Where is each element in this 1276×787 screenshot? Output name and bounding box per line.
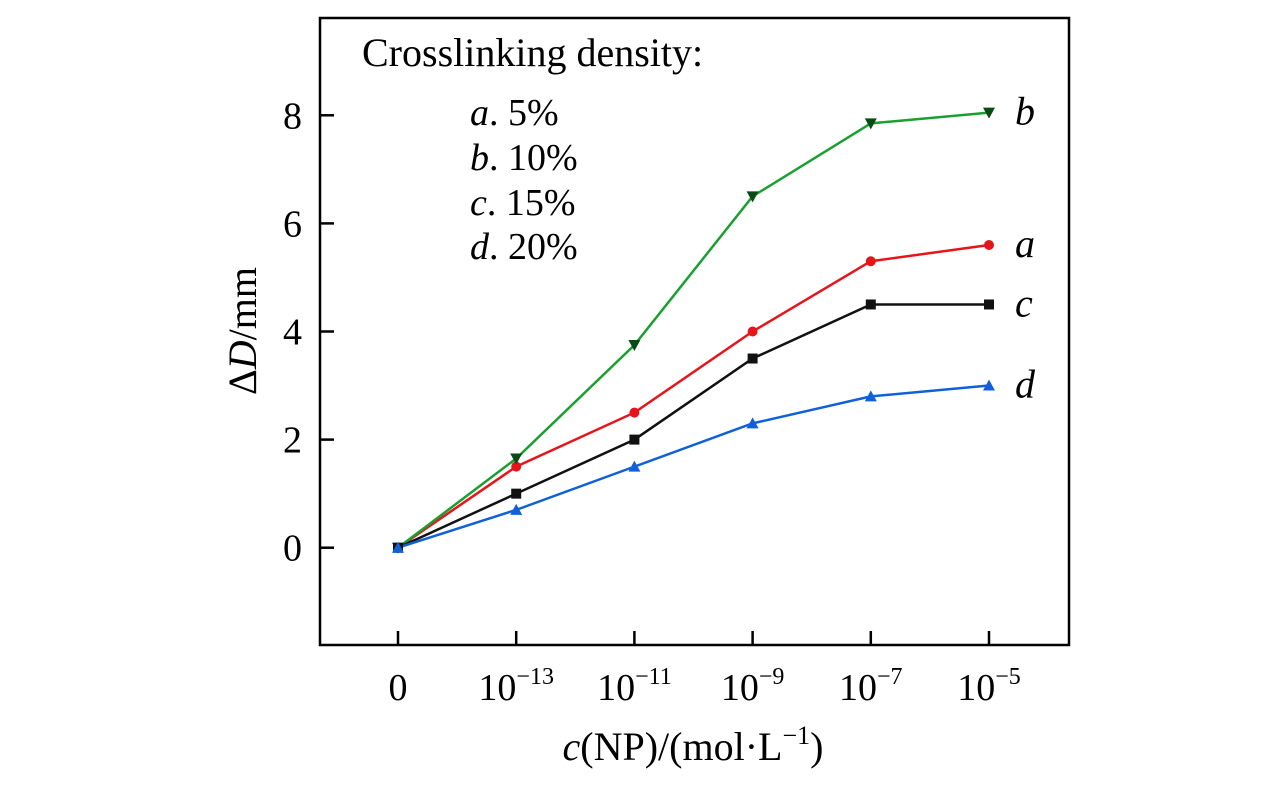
legend-item-c: c. 15%: [470, 182, 576, 224]
x-tick-label: 10−11: [597, 664, 672, 709]
y-tick-label: 2: [283, 420, 302, 462]
marker-b-5: [983, 107, 995, 119]
series-markers: [392, 107, 995, 554]
y-tick-label: 8: [283, 95, 302, 137]
plot-frame: [318, 16, 1071, 647]
y-tick-label: 6: [283, 203, 302, 245]
series-end-labels: a b cd: [1015, 89, 1036, 407]
series-label-c: c: [1015, 280, 1033, 325]
x-tick-label: 10−5: [957, 664, 1021, 709]
series-label-a: a: [1015, 221, 1035, 266]
marker-d-1: [510, 503, 523, 515]
marker-d-0: [392, 541, 404, 553]
marker-c-3: [747, 353, 758, 364]
legend: Crosslinking density: a. 5% b. 10% c. 15…: [362, 30, 703, 268]
x-tick-label: 10−13: [478, 664, 554, 709]
axis-ticks: 0 2 4 6 8 0 10−13 10−11 10−9 10−7 10−5: [283, 95, 1021, 709]
legend-item-b: b. 10%: [470, 137, 578, 179]
marker-a-2: [629, 407, 640, 418]
marker-c-1: [511, 488, 522, 499]
marker-a-4: [865, 256, 876, 267]
series-line-c: [397, 303, 989, 549]
marker-a-5: [984, 240, 994, 251]
series-line-a: [397, 243, 990, 549]
marker-c-4: [865, 299, 876, 310]
marker-a-3: [747, 326, 758, 337]
y-tick-label: 4: [283, 312, 302, 354]
series-label-b: b: [1015, 89, 1035, 134]
marker-a-1: [511, 461, 522, 472]
series-lines: [397, 111, 990, 549]
x-tick-label: 0: [389, 667, 408, 709]
x-tick-label: 10−9: [721, 664, 785, 709]
marker-b-1: [510, 453, 523, 465]
marker-d-2: [628, 460, 641, 472]
x-axis-title: c(NP)/(mol·L−1): [563, 721, 824, 769]
series-line-b: [397, 111, 990, 549]
marker-c-2: [629, 434, 640, 445]
legend-item-a: a. 5%: [470, 92, 559, 134]
marker-d-5: [983, 379, 995, 391]
marker-b-3: [746, 191, 759, 203]
marker-d-4: [864, 390, 877, 402]
y-tick-label: 0: [283, 528, 302, 570]
legend-item-d: d. 20%: [470, 226, 578, 268]
legend-title: Crosslinking density:: [362, 30, 703, 75]
y-axis-title: ΔD/mm: [220, 267, 265, 395]
marker-b-2: [628, 340, 641, 352]
marker-d-3: [746, 417, 759, 429]
series-line-d: [397, 384, 990, 549]
series-label-d: d: [1015, 362, 1036, 407]
x-tick-label: 10−7: [839, 664, 903, 709]
marker-c-5: [984, 299, 994, 310]
marker-b-4: [864, 118, 877, 130]
